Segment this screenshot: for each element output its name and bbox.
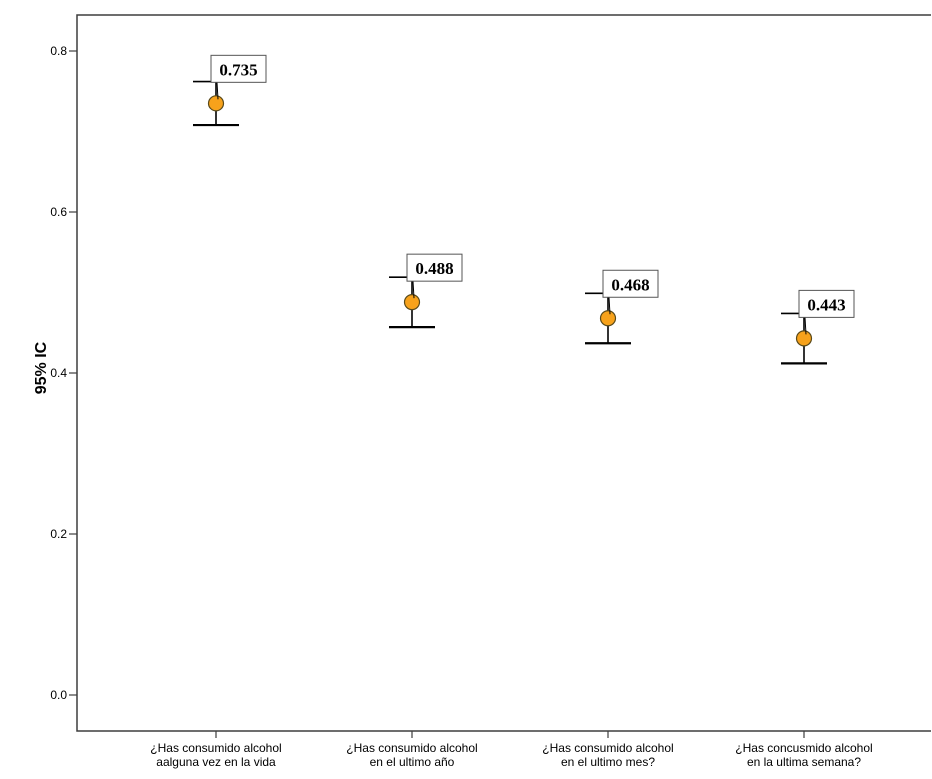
data-label: 0.468 [611, 275, 649, 294]
data-label-box [798, 289, 855, 318]
x-category-label: ¿Has concusmido alcohol en la ultima sema… [735, 741, 872, 769]
x-category-label: ¿Has consumido alcohol en el ultimo mes? [542, 741, 673, 769]
point-marker [207, 95, 225, 112]
point-marker [403, 294, 421, 311]
y-tick-label: 0.4 [50, 366, 67, 380]
y-tick-label: 0.0 [50, 688, 67, 702]
y-tick-label: 0.2 [50, 527, 67, 541]
data-label: 0.735 [219, 60, 257, 79]
data-label: 0.488 [415, 259, 453, 278]
point-marker [599, 310, 617, 327]
plot-frame [76, 14, 931, 732]
data-label-box [602, 269, 659, 298]
x-category-label: ¿Has consumido alcohol en el ultimo año [346, 741, 477, 769]
data-label-box [210, 54, 267, 83]
y-tick-label: 0.8 [50, 44, 67, 58]
y-axis-title: 95% IC [33, 341, 50, 394]
point-marker [795, 330, 813, 347]
data-label-leader [804, 317, 807, 335]
data-label-leader [608, 297, 611, 315]
data-label-box [406, 253, 463, 282]
y-tick-label: 0.6 [50, 205, 67, 219]
data-label: 0.443 [807, 295, 845, 314]
data-label-leader [412, 281, 415, 299]
x-category-label: ¿Has consumido alcohol aalguna vez en la … [150, 741, 281, 769]
data-label-leader [216, 82, 219, 100]
